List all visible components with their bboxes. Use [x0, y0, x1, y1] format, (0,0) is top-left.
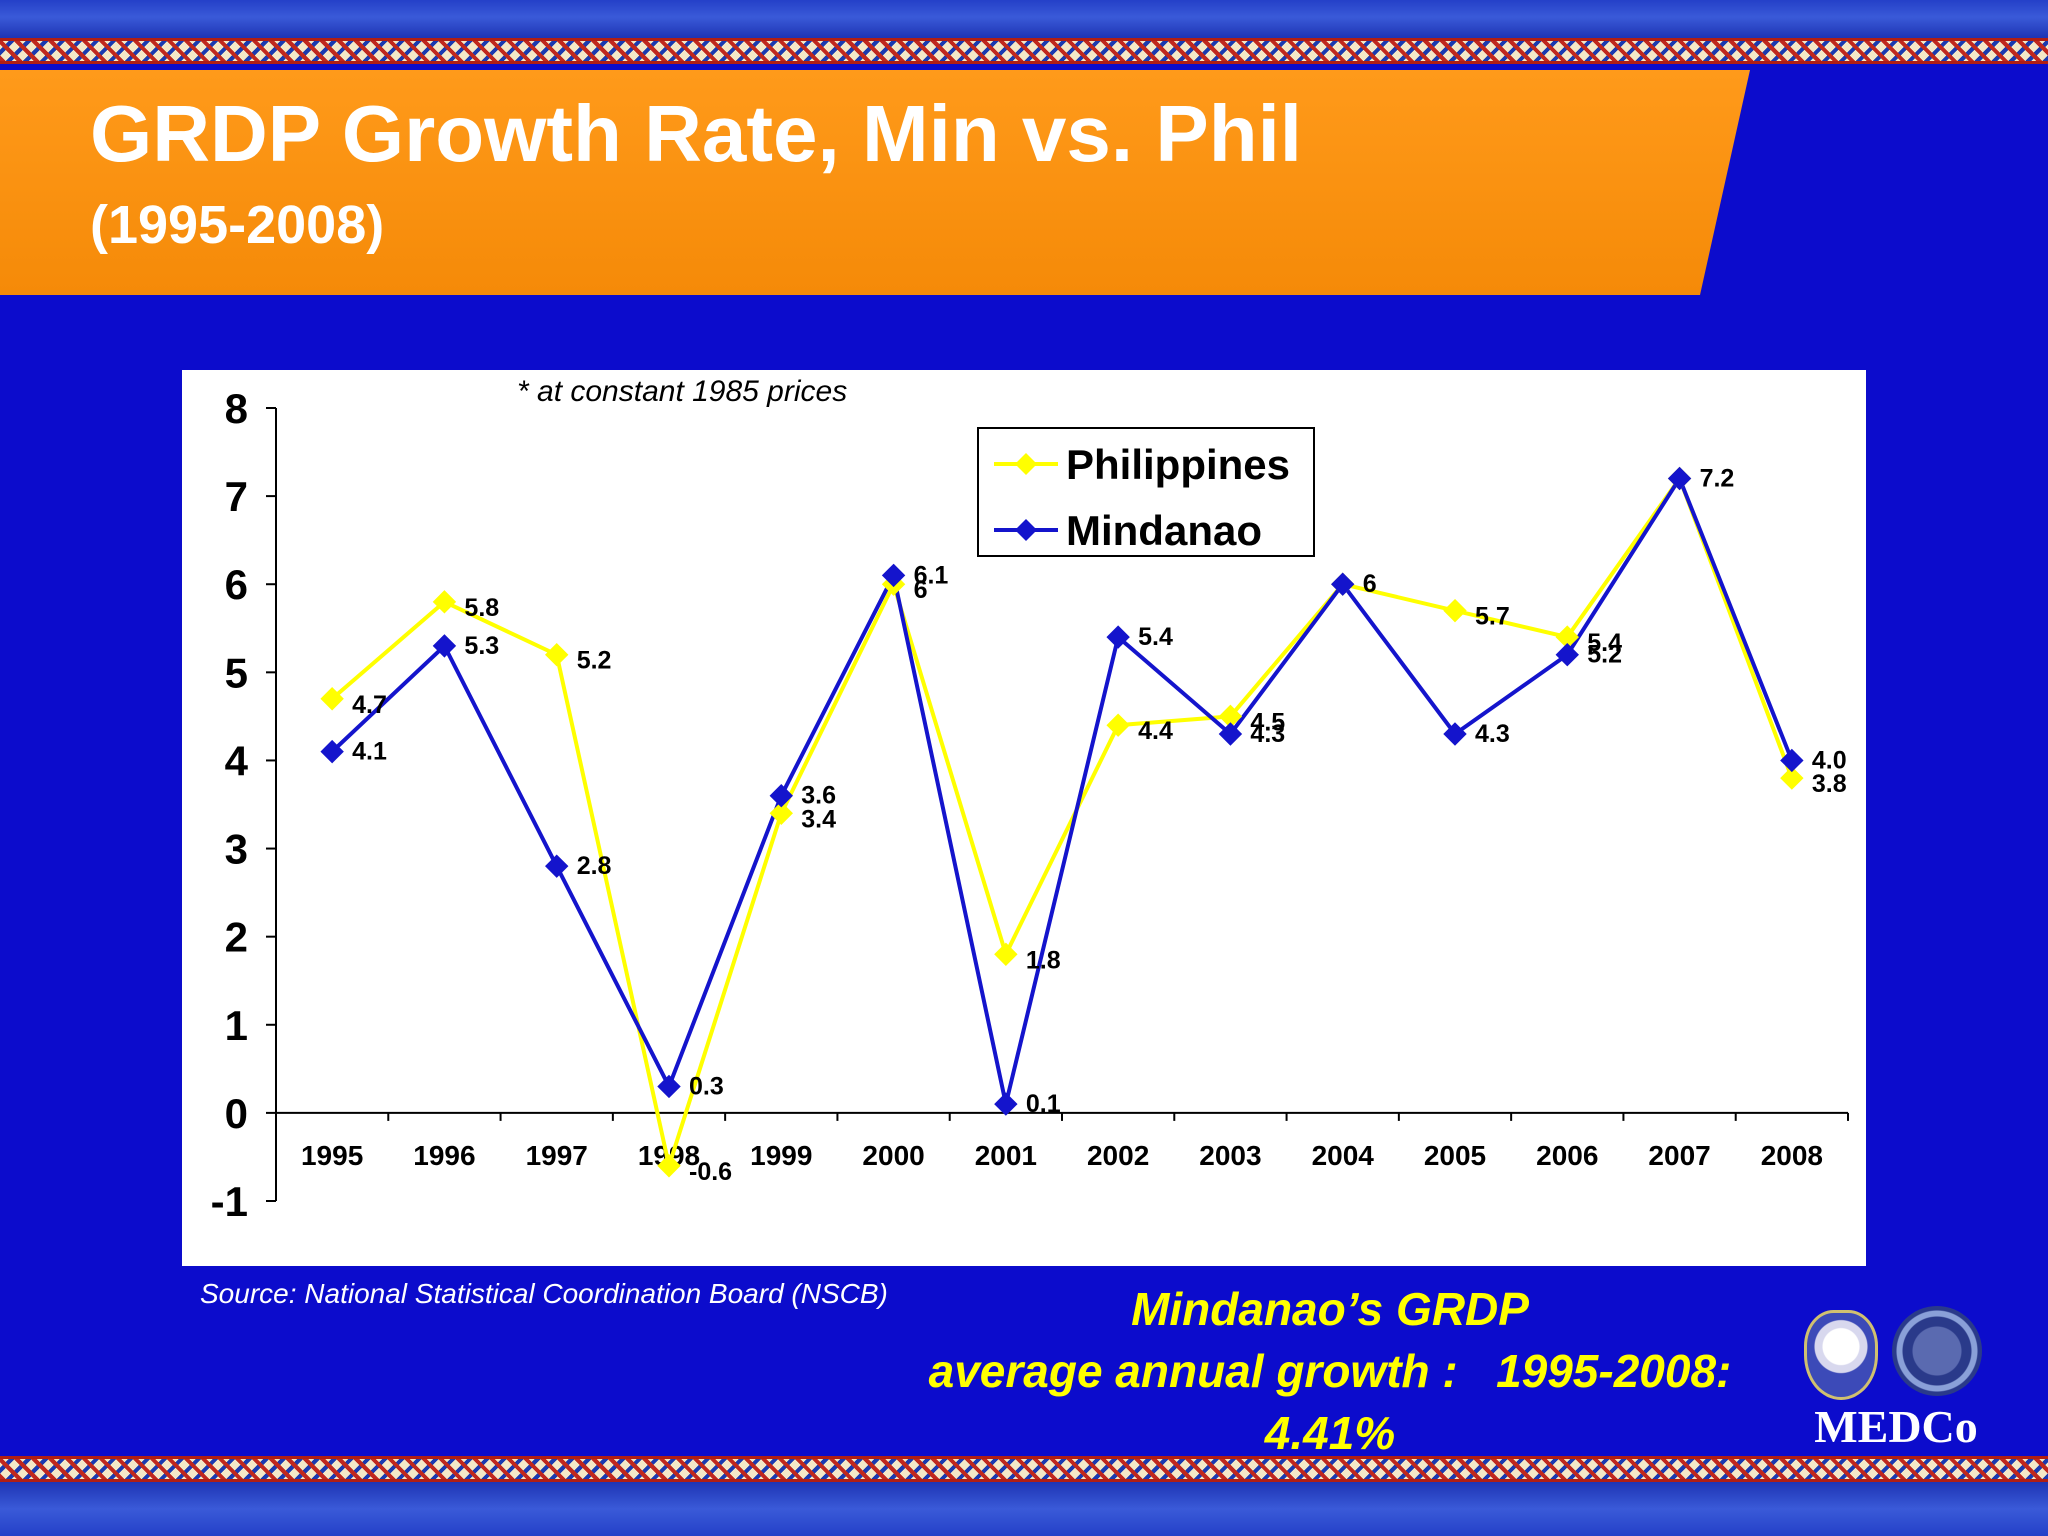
logo-text: MEDCo: [1796, 1400, 1996, 1453]
y-tick-label: 1: [225, 1002, 248, 1049]
y-tick-label: 5: [225, 649, 248, 696]
x-tick-label: 2002: [1087, 1140, 1149, 1171]
x-tick-label: 2005: [1424, 1140, 1486, 1171]
data-label-mindanao: 6.1: [914, 561, 949, 589]
x-tick-label: 1996: [413, 1140, 475, 1171]
slide-subtitle: (1995-2008): [90, 194, 384, 256]
x-tick-label: 2001: [975, 1140, 1037, 1171]
data-label-philippines: 5.2: [577, 647, 612, 675]
y-tick-label: 7: [225, 473, 248, 520]
data-labels: 4.7 5.8 5.2 -0.6 3.4 6 1.8 4.4 4.5 5.7 5.4 3.8 4.1 5.…: [352, 464, 1847, 1185]
legend-label-philippines: Philippines: [1066, 441, 1290, 488]
data-label-mindanao: 5.3: [464, 632, 499, 660]
x-tick-label: 2006: [1536, 1140, 1598, 1171]
top-stripe: [0, 0, 2048, 38]
data-label-mindanao: 4.0: [1812, 746, 1847, 774]
line-chart: -101234567819951996199719981999200020012…: [182, 370, 1866, 1266]
y-tick-label: 4: [225, 737, 249, 784]
data-label-philippines: 1.8: [1026, 946, 1061, 974]
y-tick-label: -1: [211, 1178, 248, 1225]
data-label-mindanao: 0.1: [1026, 1090, 1061, 1118]
y-tick-label: 2: [225, 914, 248, 961]
data-label-philippines: 4.4: [1138, 717, 1173, 745]
chart-annotation: * at constant 1985 prices: [517, 375, 847, 408]
data-label-mindanao: 2.8: [577, 852, 612, 880]
data-label-mindanao: 3.6: [801, 782, 836, 810]
bottom-stripe: [0, 1482, 2048, 1536]
y-tick-label: 6: [225, 561, 248, 608]
data-label-philippines: 5.8: [464, 594, 499, 622]
series-line-mindanao: [332, 478, 1792, 1104]
y-tick-label: 0: [225, 1090, 248, 1137]
x-tick-label: 2004: [1312, 1140, 1375, 1171]
x-tick-label: 1999: [750, 1140, 812, 1171]
data-label-mindanao: 5.4: [1138, 623, 1173, 651]
x-tick-label: 1995: [301, 1140, 363, 1171]
government-seal-icon: [1804, 1310, 1878, 1400]
data-label-mindanao: 6: [1363, 570, 1377, 598]
y-tick-label: 8: [225, 385, 248, 432]
series-markers: [321, 467, 1803, 1176]
data-label-mindanao: 0.3: [689, 1072, 724, 1100]
data-point-philippines: [1107, 714, 1129, 736]
x-tick-label: 2007: [1648, 1140, 1710, 1171]
data-point-mindanao: [546, 855, 568, 877]
legend-label-mindanao: Mindanao: [1066, 507, 1262, 554]
slide-title: GRDP Growth Rate, Min vs. Phil: [90, 88, 1302, 180]
series-lines: [332, 478, 1792, 1165]
y-tick-label: 3: [225, 826, 248, 873]
data-point-philippines: [1444, 600, 1466, 622]
chart-legend: Philippines Mindanao: [978, 428, 1314, 556]
data-point-philippines: [546, 644, 568, 666]
highlight-line-2: average annual growth : 1995-2008:: [860, 1340, 1800, 1402]
data-label-mindanao: 4.3: [1250, 720, 1285, 748]
chart-panel: -101234567819951996199719981999200020012…: [182, 370, 1866, 1266]
data-label-philippines: 5.7: [1475, 603, 1510, 631]
highlight-line-1: Mindanao’s GRDP: [860, 1278, 1800, 1340]
data-point-philippines: [995, 943, 1017, 965]
x-tick-label: 2003: [1199, 1140, 1261, 1171]
data-label-mindanao: 4.3: [1475, 720, 1510, 748]
data-label-philippines: 4.7: [352, 691, 387, 719]
data-label-mindanao: 4.1: [352, 738, 387, 766]
decorative-border-bottom: [0, 1456, 2048, 1482]
medco-logo: MEDCo: [1796, 1300, 1996, 1450]
x-tick-label: 2000: [862, 1140, 924, 1171]
data-point-mindanao: [770, 785, 792, 807]
data-label-mindanao: 5.2: [1587, 641, 1622, 669]
data-label-mindanao: 7.2: [1700, 464, 1735, 492]
x-tick-label: 1997: [526, 1140, 588, 1171]
highlight-line-3: 4.41%: [860, 1402, 1800, 1464]
medco-seal-icon: [1892, 1306, 1982, 1396]
data-label-philippines: -0.6: [689, 1158, 732, 1186]
source-note: Source: National Statistical Coordinatio…: [200, 1278, 888, 1310]
data-point-mindanao: [995, 1093, 1017, 1115]
x-tick-label: 2008: [1761, 1140, 1823, 1171]
data-point-mindanao: [658, 1075, 680, 1097]
decorative-border-top: [0, 38, 2048, 64]
highlight-text: Mindanao’s GRDP average annual growth : …: [860, 1278, 1800, 1464]
series-line-philippines: [332, 478, 1792, 1165]
